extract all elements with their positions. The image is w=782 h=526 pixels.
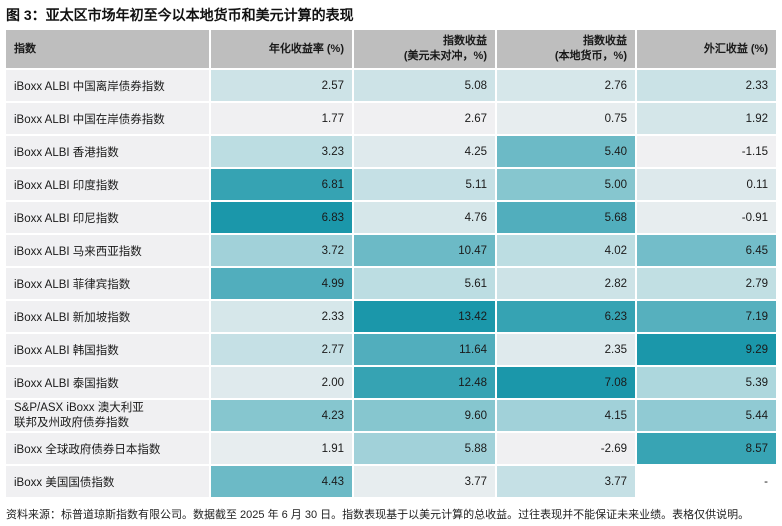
cell-fx: 0.11 [635,168,776,202]
footnote: 资料来源：标普道琼斯指数有限公司。数据截至 2025 年 6 月 30 日。指数… [6,509,750,521]
table-row: iBoxx 美国国债指数 4.43 3.77 3.77 - [6,465,776,499]
cell-usd: 5.61 [352,267,496,301]
cell-usd: 4.25 [352,135,496,169]
row-label: iBoxx ALBI 新加坡指数 [6,300,210,334]
table-row: iBoxx ALBI 中国在岸债券指数 1.77 2.67 0.75 1.92 [6,102,776,136]
cell-local: 5.00 [495,168,636,202]
cell-local: 2.82 [495,267,636,301]
cell-fx: 5.44 [635,399,776,433]
table-row: iBoxx ALBI 香港指数 3.23 4.25 5.40 -1.15 [6,135,776,169]
cell-local: 7.08 [495,366,636,400]
cell-annualized: 4.99 [209,267,353,301]
row-label: iBoxx ALBI 马来西亚指数 [6,234,210,268]
cell-usd: 11.64 [352,333,496,367]
cell-fx: - [635,465,776,499]
table-row: iBoxx ALBI 菲律宾指数 4.99 5.61 2.82 2.79 [6,267,776,301]
header-local: 指数收益 (本地货币，%) [495,30,636,70]
cell-local: 2.76 [495,69,636,103]
table-row: iBoxx ALBI 印尼指数 6.83 4.76 5.68 -0.91 [6,201,776,235]
table-row: iBoxx 全球政府债券日本指数 1.91 5.88 -2.69 8.57 [6,432,776,466]
row-label: iBoxx ALBI 印度指数 [6,168,210,202]
cell-fx: 9.29 [635,333,776,367]
cell-annualized: 4.23 [209,399,353,433]
cell-annualized: 2.77 [209,333,353,367]
cell-annualized: 3.23 [209,135,353,169]
row-label: iBoxx ALBI 菲律宾指数 [6,267,210,301]
table-row: iBoxx ALBI 马来西亚指数 3.72 10.47 4.02 6.45 [6,234,776,268]
cell-local: 4.15 [495,399,636,433]
table-title: 图 3：亚太区市场年初至今以本地货币和美元计算的表现 [6,7,354,23]
row-label-line2: 联邦及州政府债券指数 [14,416,129,429]
cell-annualized: 2.57 [209,69,353,103]
header-annualized: 年化收益率 (%) [209,30,353,70]
table-row: iBoxx ALBI 印度指数 6.81 5.11 5.00 0.11 [6,168,776,202]
cell-usd: 2.67 [352,102,496,136]
cell-fx: -0.91 [635,201,776,235]
performance-table: 指数 年化收益率 (%) 指数收益 (美元未对冲，%) 指数收益 (本地货币，%… [6,30,776,499]
table-row: iBoxx ALBI 韩国指数 2.77 11.64 2.35 9.29 [6,333,776,367]
cell-local: 5.68 [495,201,636,235]
cell-usd: 10.47 [352,234,496,268]
cell-annualized: 6.83 [209,201,353,235]
row-label: iBoxx ALBI 印尼指数 [6,201,210,235]
cell-usd: 5.08 [352,69,496,103]
cell-fx: 2.33 [635,69,776,103]
row-label: iBoxx 全球政府债券日本指数 [6,432,210,466]
row-label-line1: S&P/ASX iBoxx 澳大利亚 [14,401,144,414]
row-label: iBoxx ALBI 香港指数 [6,135,210,169]
header-row: 指数 年化收益率 (%) 指数收益 (美元未对冲，%) 指数收益 (本地货币，%… [6,30,776,70]
cell-local: 2.35 [495,333,636,367]
cell-annualized: 1.77 [209,102,353,136]
cell-annualized: 3.72 [209,234,353,268]
cell-fx: 6.45 [635,234,776,268]
table-row: iBoxx ALBI 新加坡指数 2.33 13.42 6.23 7.19 [6,300,776,334]
header-usd: 指数收益 (美元未对冲，%) [352,30,496,70]
cell-annualized: 6.81 [209,168,353,202]
header-fx: 外汇收益 (%) [635,30,776,70]
cell-local: 4.02 [495,234,636,268]
cell-fx: 2.79 [635,267,776,301]
cell-usd: 13.42 [352,300,496,334]
header-index: 指数 [6,30,210,70]
cell-local: 5.40 [495,135,636,169]
header-local-line1: 指数收益 [583,35,627,47]
cell-usd: 4.76 [352,201,496,235]
table-row: iBoxx ALBI 中国离岸债券指数 2.57 5.08 2.76 2.33 [6,69,776,103]
row-label: iBoxx ALBI 中国离岸债券指数 [6,69,210,103]
cell-usd: 9.60 [352,399,496,433]
cell-local: 3.77 [495,465,636,499]
table-row: iBoxx ALBI 泰国指数 2.00 12.48 7.08 5.39 [6,366,776,400]
cell-fx: 8.57 [635,432,776,466]
header-local-line2: (本地货币，%) [554,50,627,62]
cell-usd: 3.77 [352,465,496,499]
header-usd-line1: 指数收益 [443,35,487,47]
cell-fx: -1.15 [635,135,776,169]
header-usd-line2: (美元未对冲，%) [403,50,487,62]
cell-fx: 7.19 [635,300,776,334]
cell-fx: 5.39 [635,366,776,400]
cell-annualized: 1.91 [209,432,353,466]
cell-annualized: 2.00 [209,366,353,400]
cell-local: 6.23 [495,300,636,334]
cell-annualized: 4.43 [209,465,353,499]
row-label: iBoxx 美国国债指数 [6,465,210,499]
row-label: S&P/ASX iBoxx 澳大利亚 联邦及州政府债券指数 [6,399,210,433]
cell-annualized: 2.33 [209,300,353,334]
cell-local: 0.75 [495,102,636,136]
cell-usd: 5.88 [352,432,496,466]
cell-fx: 1.92 [635,102,776,136]
row-label: iBoxx ALBI 泰国指数 [6,366,210,400]
table-row: S&P/ASX iBoxx 澳大利亚 联邦及州政府债券指数 4.23 9.60 … [6,399,776,433]
row-label: iBoxx ALBI 中国在岸债券指数 [6,102,210,136]
row-label: iBoxx ALBI 韩国指数 [6,333,210,367]
cell-local: -2.69 [495,432,636,466]
cell-usd: 12.48 [352,366,496,400]
cell-usd: 5.11 [352,168,496,202]
